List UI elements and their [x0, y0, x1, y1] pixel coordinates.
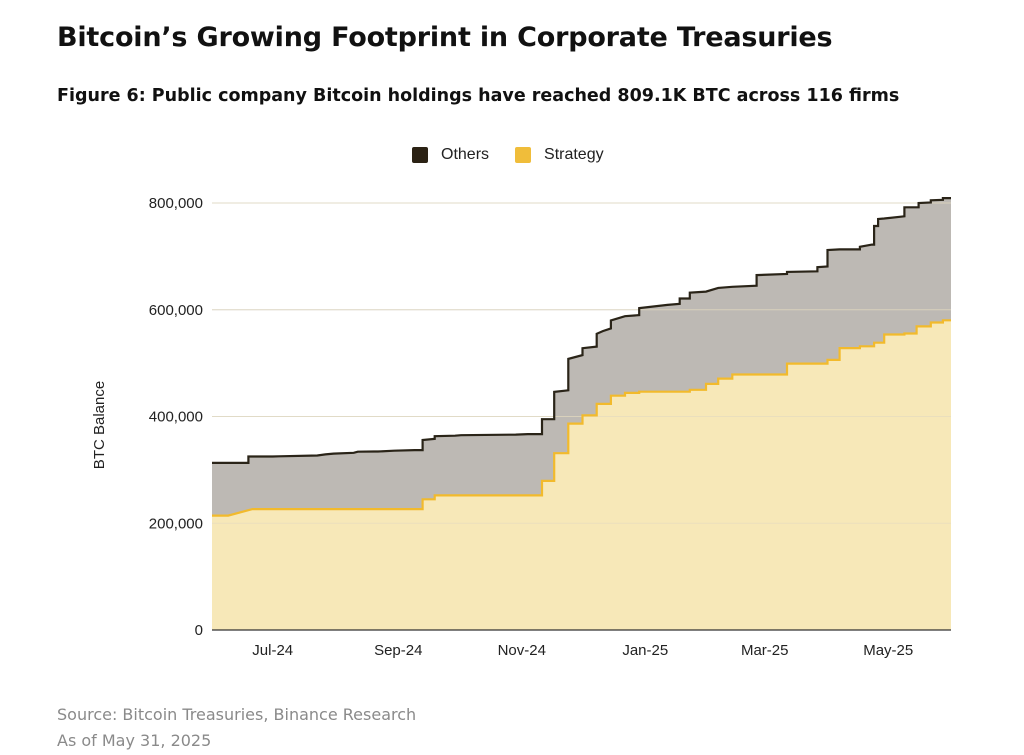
y-tick-label-400000: 400,000 [149, 409, 203, 426]
stacked-area-chart: 0 200,000 400,000 600,000 800,000 Jul-24 Sep-… [91, 195, 951, 659]
y-tick-label-200000: 200,000 [149, 515, 203, 532]
legend-label-strategy: Strategy [544, 146, 604, 163]
chart-title: Bitcoin’s Growing Footprint in Corporate… [57, 22, 833, 53]
legend-label-others: Others [441, 146, 490, 163]
strategy-line [212, 319, 951, 517]
source-note: Source: Bitcoin Treasuries, Binance Rese… [57, 702, 416, 754]
legend-item-others[interactable]: Others [412, 146, 489, 164]
x-tick-label-Mar-25: Mar-25 [741, 642, 789, 659]
x-tick-label-Sep-24: Sep-24 [374, 642, 422, 659]
x-tick-label-May-25: May-25 [863, 642, 913, 659]
y-tick-label-600000: 600,000 [149, 302, 203, 319]
figure-subtitle: Figure 6: Public company Bitcoin holding… [57, 86, 900, 106]
x-tick-label-Jul-24: Jul-24 [252, 642, 293, 659]
y-tick-labels: 0 200,000 400,000 600,000 800,000 [149, 195, 203, 639]
area-layers [212, 197, 951, 630]
x-tick-label-Jan-25: Jan-25 [622, 642, 668, 659]
legend-swatch-others [412, 147, 428, 163]
strategy-area [212, 320, 951, 630]
y-axis-label: BTC Balance [91, 381, 108, 469]
x-tick-labels: Jul-24 Sep-24 Nov-24 Jan-25 Mar-25 May-25 [252, 642, 913, 659]
chart-legend: Others Strategy [412, 146, 630, 164]
legend-item-strategy[interactable]: Strategy [515, 146, 604, 164]
as-of-date: As of May 31, 2025 [57, 731, 212, 750]
y-tick-label-0: 0 [195, 622, 203, 639]
x-tick-label-Nov-24: Nov-24 [498, 642, 546, 659]
others-line [212, 197, 951, 464]
y-tick-label-800000: 800,000 [149, 195, 203, 212]
source-text: Source: Bitcoin Treasuries, Binance Rese… [57, 705, 417, 724]
legend-swatch-strategy [515, 147, 532, 163]
